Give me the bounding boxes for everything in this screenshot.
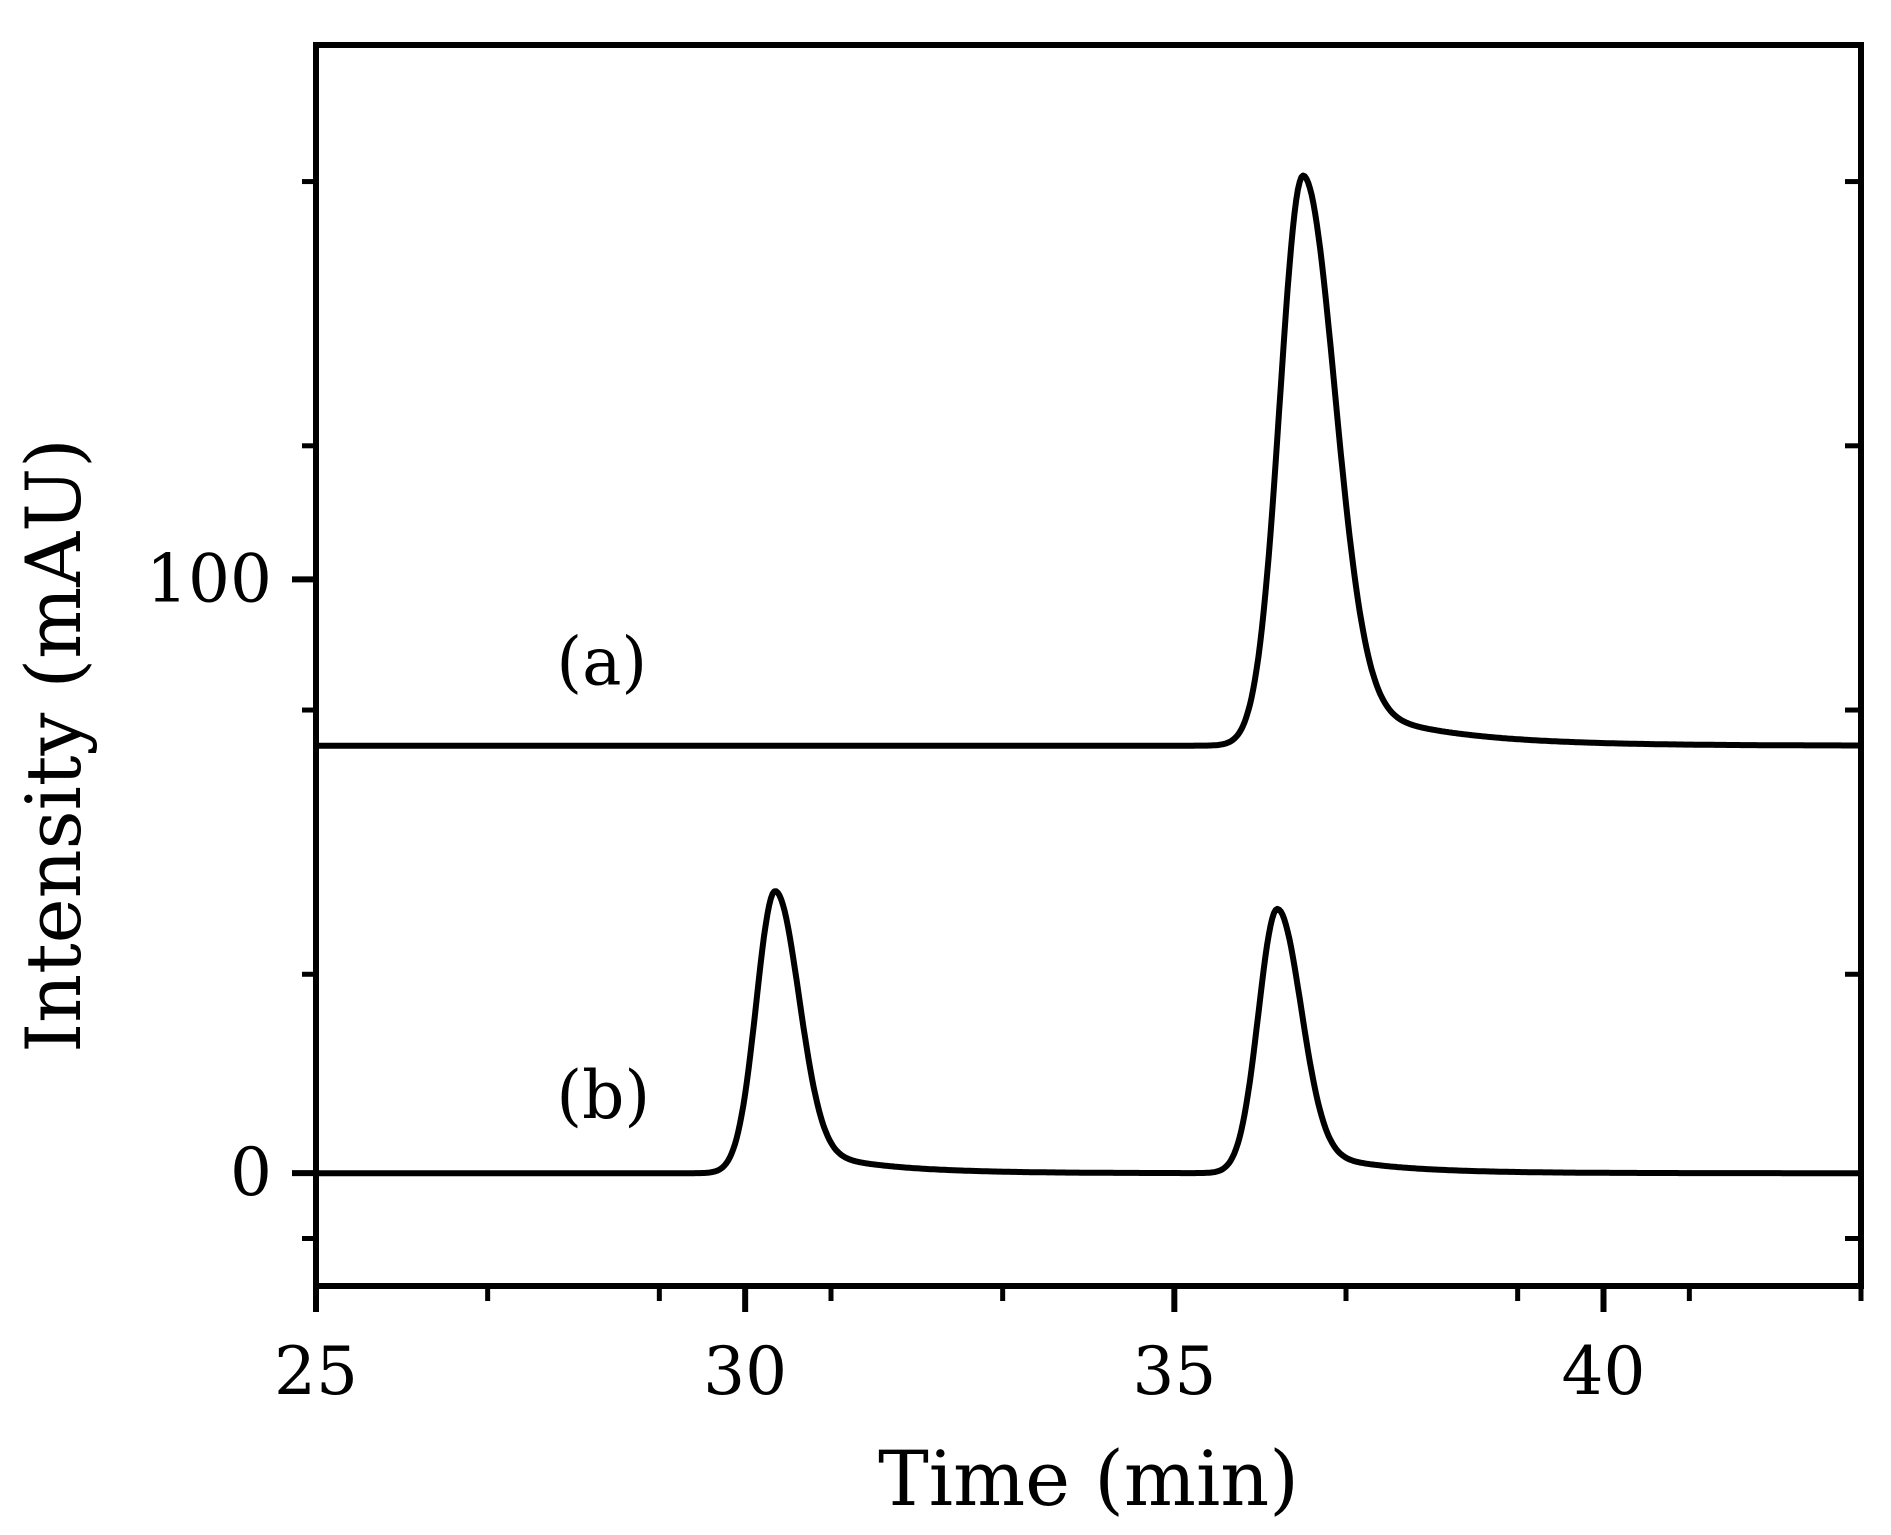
y-tick-label: 100 (146, 540, 272, 617)
y-axis-title: Intensity (mAU) (9, 438, 98, 1053)
trace-line-b (314, 888, 1863, 1177)
axes: 25 30 35 40 0 100 (146, 42, 1864, 1410)
y-tick-label: 0 (230, 1134, 272, 1211)
x-tick-label: 40 (1562, 1333, 1646, 1410)
labels: Time (min) Intensity (mAU) (a) (b) (9, 438, 1299, 1523)
traces (314, 172, 1863, 1177)
plot-frame (313, 42, 1864, 1289)
trace-label-b: (b) (556, 1057, 650, 1134)
x-tick-label: 25 (274, 1333, 358, 1410)
trace-line-a (314, 172, 1863, 749)
x-tick-label: 30 (703, 1333, 787, 1410)
x-axis-title: Time (min) (878, 1434, 1299, 1523)
trace-label-a: (a) (556, 624, 647, 701)
x-tick-label: 35 (1132, 1333, 1216, 1410)
